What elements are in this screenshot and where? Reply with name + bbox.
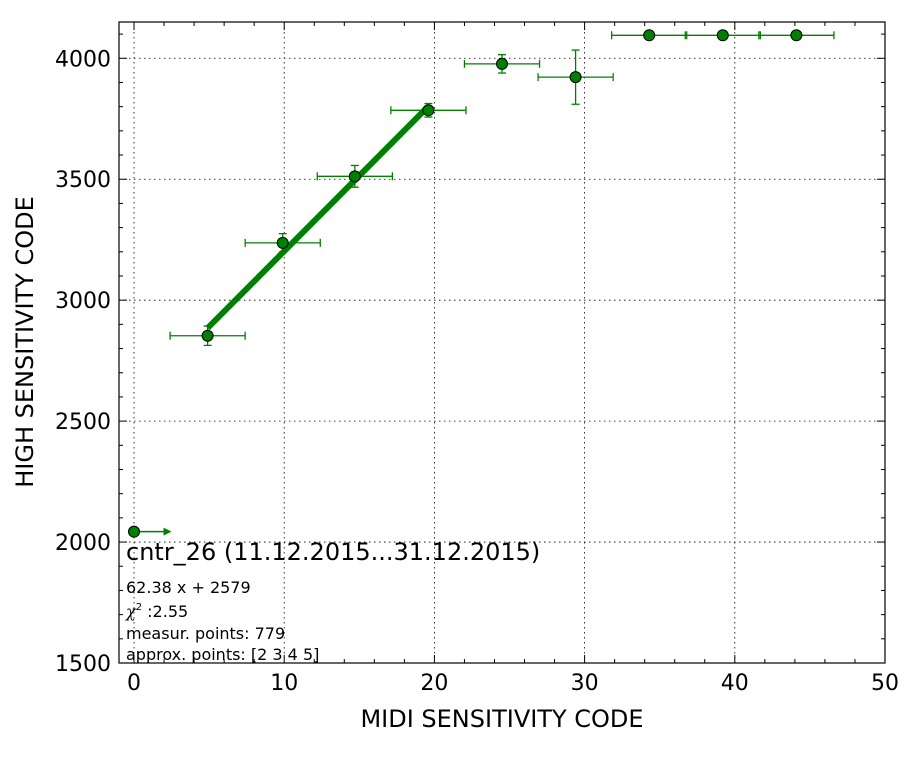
data-point (496, 57, 508, 70)
axis-ticks: 0 10 20 30 40 50 1500 2000 2500 3000 3500 4000 (55, 22, 899, 696)
data-point (348, 170, 361, 183)
y-tick-label: 4000 (55, 47, 111, 72)
data-point (569, 71, 582, 84)
plot-background (119, 22, 885, 663)
annotation-approx-points: approx. points: [2 3 4 5] (126, 645, 319, 664)
x-tick-label: 0 (127, 671, 141, 696)
x-tick-label: 30 (571, 671, 599, 696)
y-tick-label: 1500 (55, 652, 111, 677)
data-point (790, 29, 803, 42)
fit-line-group (205, 104, 431, 331)
y-tick-label: 2000 (55, 531, 111, 556)
data-point (716, 29, 729, 42)
y-tick-label: 3500 (55, 168, 111, 193)
plot-frame (118, 21, 886, 664)
x-tick-label: 20 (420, 671, 448, 696)
x-tick-label: 40 (721, 671, 749, 696)
annotation-chi2: χ2 :2.55 (125, 602, 188, 621)
annotation-title: cntr_26 (11.12.2015...31.12.2015) (126, 538, 540, 566)
x-axis-label: MIDI SENSITIVITY CODE (360, 705, 643, 733)
data-points (128, 29, 803, 538)
data-point (201, 329, 214, 342)
fit-line (205, 104, 431, 331)
data-point (422, 104, 435, 117)
y-tick-label: 3000 (55, 289, 111, 314)
chi2-value: :2.55 (142, 602, 188, 621)
data-point (643, 29, 656, 42)
x-tick-label: 10 (270, 671, 298, 696)
annotation-equation: 62.38 x + 2579 (126, 578, 251, 597)
annotation-measur-points: measur. points: 779 (126, 624, 285, 643)
data-point (128, 525, 141, 538)
arrow-head (163, 527, 172, 536)
chi2-symbol: χ (125, 602, 137, 621)
chi2-superscript: 2 (136, 602, 142, 613)
annotation-block: cntr_26 (11.12.2015...31.12.2015) 62.38 … (125, 538, 540, 664)
y-axis-label: HIGH SENSITIVITY CODE (11, 196, 39, 488)
x-tick-label: 50 (871, 671, 899, 696)
data-point (276, 236, 289, 249)
y-tick-label: 2500 (55, 410, 111, 435)
